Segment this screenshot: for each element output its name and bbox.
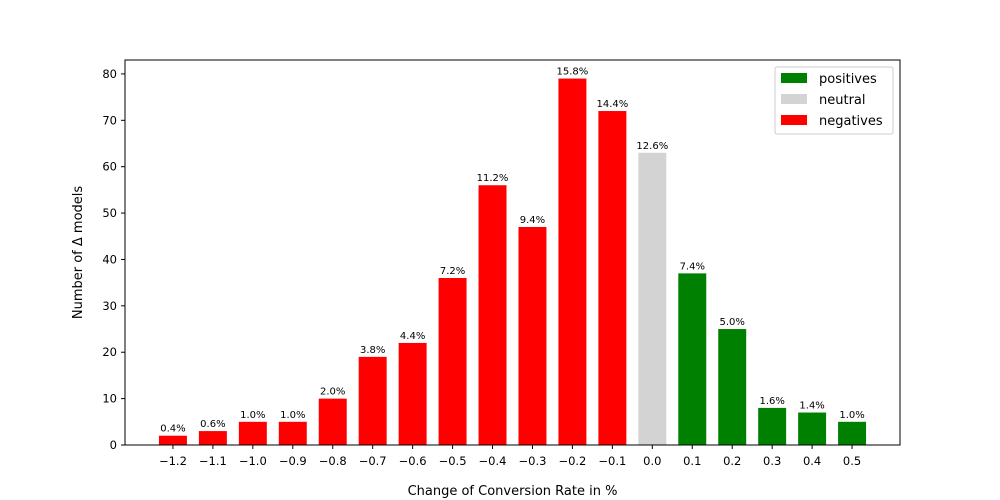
bar-negatives — [238, 421, 267, 445]
x-tick-label: 0.3 — [763, 454, 781, 468]
legend-label-neutral: neutral — [819, 93, 866, 108]
x-tick-label: −0.9 — [279, 454, 307, 468]
y-tick-label: 80 — [102, 67, 117, 81]
bar-value-label: 1.0% — [240, 410, 265, 421]
bar-positives — [798, 412, 827, 445]
bar-negatives — [158, 435, 187, 445]
bar-negatives — [438, 278, 467, 445]
bar-value-label: 0.6% — [200, 419, 225, 430]
value-labels-layer: 0.4% 0.6% 1.0% 1.0% 2.0% 3.8% 4.4% 7.2% 11.2% 9.4… — [160, 67, 865, 435]
y-axis: 0 10 20 30 40 50 60 70 80 — [102, 67, 125, 452]
x-tick-label: −1.0 — [239, 454, 267, 468]
legend-swatch-neutral — [781, 94, 807, 104]
bar-positives — [758, 407, 787, 445]
bar-value-label: 1.4% — [799, 401, 824, 412]
x-tick-label: −0.4 — [479, 454, 507, 468]
y-tick-label: 60 — [102, 160, 117, 174]
bar-value-label: 5.0% — [720, 317, 745, 328]
bar-value-label: 14.4% — [596, 99, 628, 110]
x-tick-label: −0.5 — [439, 454, 467, 468]
bar-negatives — [558, 78, 587, 446]
y-tick-label: 50 — [102, 206, 117, 220]
bar-negatives — [398, 342, 427, 445]
bar-value-label: 12.6% — [636, 141, 668, 152]
bar-positives — [678, 273, 707, 445]
legend-swatch-negatives — [781, 115, 807, 125]
bar-value-label: 15.8% — [557, 67, 589, 78]
y-tick-label: 20 — [102, 345, 117, 359]
bar-negatives — [518, 226, 547, 445]
bar-negatives — [278, 421, 307, 445]
bar-value-label: 1.0% — [839, 410, 864, 421]
bar-negatives — [598, 111, 627, 445]
y-tick-label: 30 — [102, 299, 117, 313]
y-axis-label: Number of Δ models — [71, 186, 86, 320]
x-tick-label: 0.4 — [803, 454, 821, 468]
bar-neutral — [638, 152, 667, 445]
legend: positives neutral negatives — [774, 66, 894, 135]
x-tick-label: 0.0 — [643, 454, 661, 468]
x-tick-label: −1.2 — [159, 454, 187, 468]
bar-negatives — [198, 431, 227, 445]
bar-positives — [838, 421, 867, 445]
bar-value-label: 2.0% — [320, 387, 345, 398]
x-axis: −1.2 −1.1 −1.0 −0.9 −0.8 −0.7 −0.6 −0.5 −0.4 −0.3… — [159, 445, 861, 468]
x-tick-label: −0.1 — [598, 454, 626, 468]
bar-value-label: 4.4% — [400, 331, 425, 342]
bar-negatives — [478, 185, 507, 445]
bar-value-label: 11.2% — [477, 173, 509, 184]
bar-value-label: 7.4% — [680, 261, 705, 272]
legend-label-negatives: negatives — [819, 114, 883, 129]
plot-frame — [124, 59, 901, 446]
x-tick-label: 0.2 — [723, 454, 741, 468]
x-tick-label: −0.7 — [359, 454, 387, 468]
legend-label-positives: positives — [819, 72, 877, 87]
bar-negatives — [318, 398, 347, 445]
y-tick-label: 0 — [110, 438, 117, 452]
y-tick-label: 10 — [102, 392, 117, 406]
y-tick-label: 70 — [102, 113, 117, 127]
x-tick-label: 0.5 — [843, 454, 861, 468]
bar-negatives — [358, 356, 387, 445]
y-tick-label: 40 — [102, 252, 117, 266]
bar-positives — [718, 329, 747, 445]
bar-value-label: 7.2% — [440, 266, 465, 277]
x-tick-label: −0.8 — [319, 454, 347, 468]
bars-layer — [158, 78, 867, 446]
bar-value-label: 1.0% — [280, 410, 305, 421]
x-tick-label: −0.6 — [399, 454, 427, 468]
legend-swatch-positives — [781, 73, 807, 83]
bar-value-label: 0.4% — [160, 424, 185, 435]
x-tick-label: −0.2 — [558, 454, 586, 468]
x-tick-label: −0.3 — [519, 454, 547, 468]
x-axis-label: Change of Conversion Rate in % — [408, 484, 618, 499]
bar-value-label: 9.4% — [520, 215, 545, 226]
bar-value-label: 1.6% — [759, 396, 784, 407]
bar-value-label: 3.8% — [360, 345, 385, 356]
x-tick-label: 0.1 — [683, 454, 701, 468]
x-tick-label: −1.1 — [199, 454, 227, 468]
